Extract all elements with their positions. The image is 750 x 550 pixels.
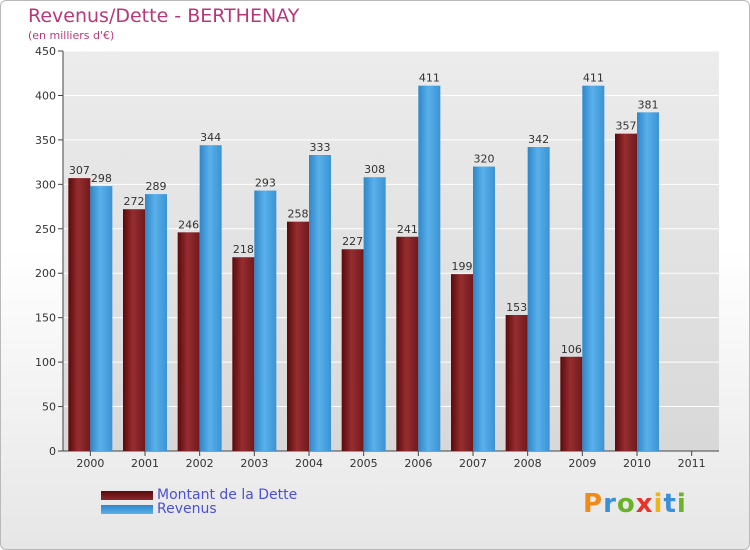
bar-revenue — [199, 145, 222, 451]
y-tick-label: 200 — [35, 267, 56, 280]
legend-swatch-debt — [101, 490, 153, 500]
data-label-debt: 227 — [342, 235, 363, 248]
data-label-debt: 272 — [124, 195, 145, 208]
legend-label-debt: Montant de la Dette — [157, 487, 298, 503]
data-label-debt: 357 — [616, 120, 637, 133]
bar-revenue — [145, 194, 167, 451]
data-label-revenue: 308 — [364, 163, 385, 176]
bar-debt — [505, 315, 528, 451]
x-tick-label: 2011 — [678, 457, 706, 470]
proxiti-logo: Proxiti — [583, 489, 687, 519]
chart-subtitle: (en milliers d'€) — [28, 29, 115, 42]
bar-revenue — [582, 85, 605, 452]
bar-revenue — [527, 147, 550, 451]
bar-revenue — [637, 112, 659, 451]
chart-title: Revenus/Dette - BERTHENAY — [28, 5, 300, 27]
data-label-debt: 246 — [178, 218, 199, 231]
x-tick-label: 2007 — [459, 457, 487, 470]
bar-debt — [287, 221, 309, 451]
x-tick-label: 2003 — [240, 457, 268, 470]
bar-debt — [232, 257, 255, 451]
data-label-revenue: 344 — [200, 131, 221, 144]
data-label-revenue: 293 — [255, 177, 276, 190]
bar-debt — [560, 356, 583, 451]
x-tick-label: 2005 — [350, 457, 378, 470]
data-label-debt: 307 — [69, 164, 90, 177]
x-tick-label: 2002 — [186, 457, 214, 470]
legend-item-debt: Montant de la Dette — [101, 487, 298, 503]
y-tick-label: 150 — [35, 312, 56, 325]
legend-item-revenue: Revenus — [101, 501, 217, 517]
bar-debt — [451, 274, 473, 451]
data-label-revenue: 381 — [638, 98, 659, 111]
y-tick-label: 400 — [35, 89, 56, 102]
x-tick-label: 2004 — [295, 457, 323, 470]
bar-revenue — [418, 85, 441, 452]
bar-debt — [68, 178, 91, 451]
y-tick-label: 50 — [42, 401, 56, 414]
data-label-debt: 218 — [233, 243, 254, 256]
y-tick-label: 250 — [35, 223, 56, 236]
data-label-revenue: 411 — [583, 72, 604, 85]
bar-revenue — [309, 155, 331, 451]
legend-label-revenue: Revenus — [157, 501, 217, 517]
bar-debt — [177, 232, 200, 451]
bar-debt — [341, 249, 364, 451]
x-tick-label: 2008 — [514, 457, 542, 470]
y-tick-label: 350 — [35, 134, 56, 147]
data-label-debt: 258 — [288, 208, 309, 221]
data-label-revenue: 342 — [528, 133, 549, 146]
data-label-revenue: 320 — [474, 153, 495, 166]
x-tick-label: 2000 — [76, 457, 104, 470]
x-tick-label: 2001 — [131, 457, 159, 470]
y-tick-label: 100 — [35, 356, 56, 369]
x-tick-label: 2010 — [623, 457, 651, 470]
data-label-revenue: 289 — [146, 180, 167, 193]
bar-revenue — [90, 186, 113, 451]
data-label-revenue: 333 — [310, 141, 331, 154]
data-label-revenue: 298 — [91, 172, 112, 185]
bar-revenue — [473, 166, 495, 452]
data-label-revenue: 411 — [419, 72, 440, 85]
data-label-debt: 241 — [397, 223, 418, 236]
data-label-debt: 199 — [452, 260, 473, 273]
data-label-debt: 106 — [561, 343, 582, 356]
plot-area — [63, 51, 719, 451]
bar-revenue — [254, 190, 277, 452]
x-tick-label: 2006 — [404, 457, 432, 470]
data-label-debt: 153 — [506, 301, 527, 314]
y-tick-label: 300 — [35, 178, 56, 191]
legend-swatch-revenue — [101, 504, 153, 514]
y-tick-label: 450 — [35, 45, 56, 58]
bar-debt — [123, 209, 145, 451]
y-tick-label: 0 — [49, 445, 56, 458]
bar-revenue — [363, 177, 386, 451]
x-tick-label: 2009 — [568, 457, 596, 470]
bar-debt — [396, 236, 419, 451]
bar-debt — [615, 133, 637, 451]
